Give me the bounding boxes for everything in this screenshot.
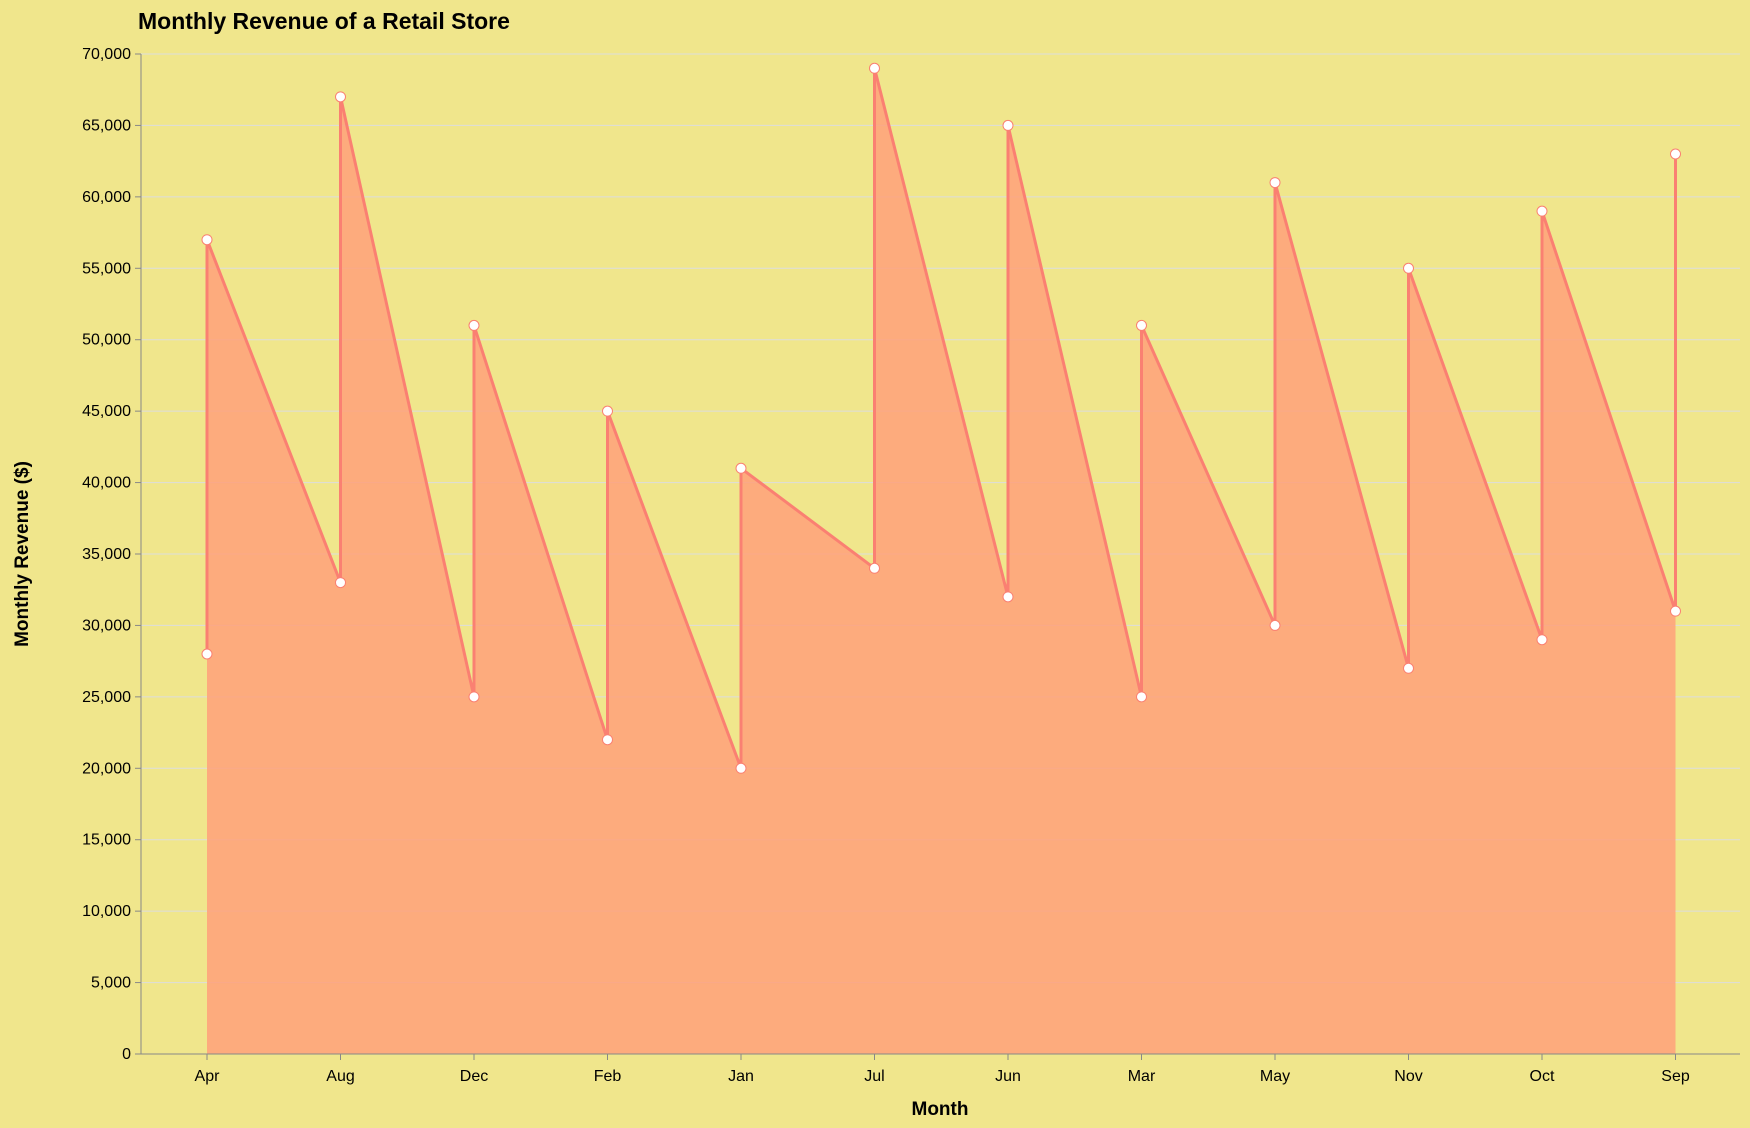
x-tick-label: Oct [1530,1068,1555,1085]
data-point-high [1670,148,1681,160]
data-point-high [201,234,213,246]
x-tick-label: Nov [1394,1068,1422,1085]
x-tick-label: Jan [728,1068,754,1085]
data-point-low [602,734,613,746]
x-tick-label: Dec [460,1068,488,1085]
y-tick-label: 0 [122,1046,131,1063]
y-tick-label: 15,000 [82,832,131,849]
data-point-high [869,62,880,74]
data-point-high [468,319,480,331]
data-point-high [735,462,747,474]
y-tick-label: 10,000 [82,903,131,920]
area-marks [205,66,1677,1055]
y-tick-label: 25,000 [82,689,131,706]
data-point-low [1403,662,1414,674]
x-tick-label: Feb [594,1068,622,1085]
x-tick-label: Apr [195,1068,221,1085]
data-point-high [602,405,613,417]
y-tick-label: 30,000 [82,617,131,634]
data-point-low [1670,605,1681,617]
y-axis-ticks: 0 5,000 10,000 15,000 20,000 25,000 30,000 35,0… [82,46,141,1063]
data-point-high [335,91,346,103]
y-tick-label: 35,000 [82,546,131,563]
x-tick-label: Sep [1661,1068,1690,1085]
data-point-low [1536,634,1548,646]
data-point-low [201,648,213,660]
y-axis-title: Monthly Revenue ($) [12,461,33,647]
data-point-low [869,562,880,574]
data-point-high [1136,319,1147,331]
y-tick-label: 65,000 [82,117,131,134]
x-axis-ticks: Apr Aug Dec Feb Jan Jul Jun Mar May Nov Oct Sep [195,1054,1690,1085]
y-tick-label: 20,000 [82,760,131,777]
x-tick-label: Mar [1128,1068,1156,1085]
revenue-line [205,66,1677,770]
chart-title: Monthly Revenue of a Retail Store [138,8,510,34]
x-tick-label: Jul [864,1068,884,1085]
data-point-low [735,762,747,774]
y-tick-label: 70,000 [82,46,131,63]
x-tick-label: Jun [995,1068,1021,1085]
data-point-low [1002,591,1014,603]
y-tick-label: 5,000 [91,975,131,992]
x-tick-label: May [1260,1068,1290,1085]
y-tick-label: 40,000 [82,475,131,492]
data-point-low [335,577,346,589]
data-point-high [1403,262,1414,274]
data-points [201,62,1681,774]
data-point-low [1269,619,1281,631]
y-tick-label: 60,000 [82,189,131,206]
data-point-high [1536,205,1548,217]
y-tick-label: 45,000 [82,403,131,420]
y-tick-label: 50,000 [82,332,131,349]
data-point-high [1269,177,1281,189]
x-tick-label: Aug [326,1068,354,1085]
x-axis-title: Month [912,1099,969,1120]
data-point-low [468,691,480,703]
data-point-high [1002,119,1014,131]
revenue-area [207,68,1676,1055]
y-tick-label: 55,000 [82,260,131,277]
data-point-low [1136,691,1147,703]
